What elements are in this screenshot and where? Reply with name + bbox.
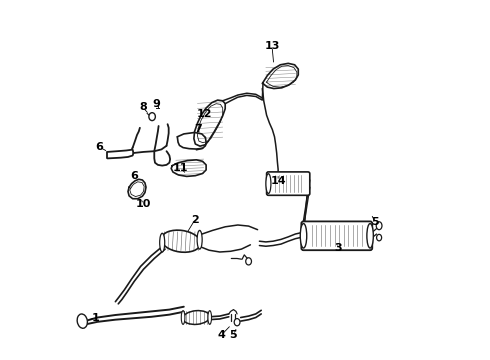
Ellipse shape xyxy=(183,311,210,324)
Text: 5: 5 xyxy=(371,217,379,228)
Text: 6: 6 xyxy=(95,142,103,152)
Text: 3: 3 xyxy=(335,243,343,253)
Text: 2: 2 xyxy=(191,215,198,225)
Text: 8: 8 xyxy=(139,102,147,112)
Text: 10: 10 xyxy=(136,199,151,210)
Text: 14: 14 xyxy=(270,176,286,186)
Ellipse shape xyxy=(266,174,271,194)
Text: 11: 11 xyxy=(173,163,189,174)
Ellipse shape xyxy=(234,319,240,326)
Ellipse shape xyxy=(245,258,251,265)
Ellipse shape xyxy=(77,314,87,328)
Ellipse shape xyxy=(160,233,165,252)
Text: 12: 12 xyxy=(197,109,213,120)
Text: 5: 5 xyxy=(230,330,237,340)
Ellipse shape xyxy=(197,230,202,249)
Text: 7: 7 xyxy=(195,124,202,134)
Text: 1: 1 xyxy=(92,312,99,323)
Ellipse shape xyxy=(300,224,307,248)
FancyBboxPatch shape xyxy=(267,172,310,195)
Ellipse shape xyxy=(208,311,212,324)
Ellipse shape xyxy=(376,222,382,230)
FancyBboxPatch shape xyxy=(301,221,372,250)
Ellipse shape xyxy=(181,311,185,324)
Ellipse shape xyxy=(367,224,373,248)
Text: 13: 13 xyxy=(264,41,280,51)
Ellipse shape xyxy=(161,230,200,252)
Text: 4: 4 xyxy=(218,330,225,340)
Text: 9: 9 xyxy=(153,99,161,109)
Ellipse shape xyxy=(377,234,382,241)
Text: 6: 6 xyxy=(130,171,138,181)
Ellipse shape xyxy=(149,113,155,121)
